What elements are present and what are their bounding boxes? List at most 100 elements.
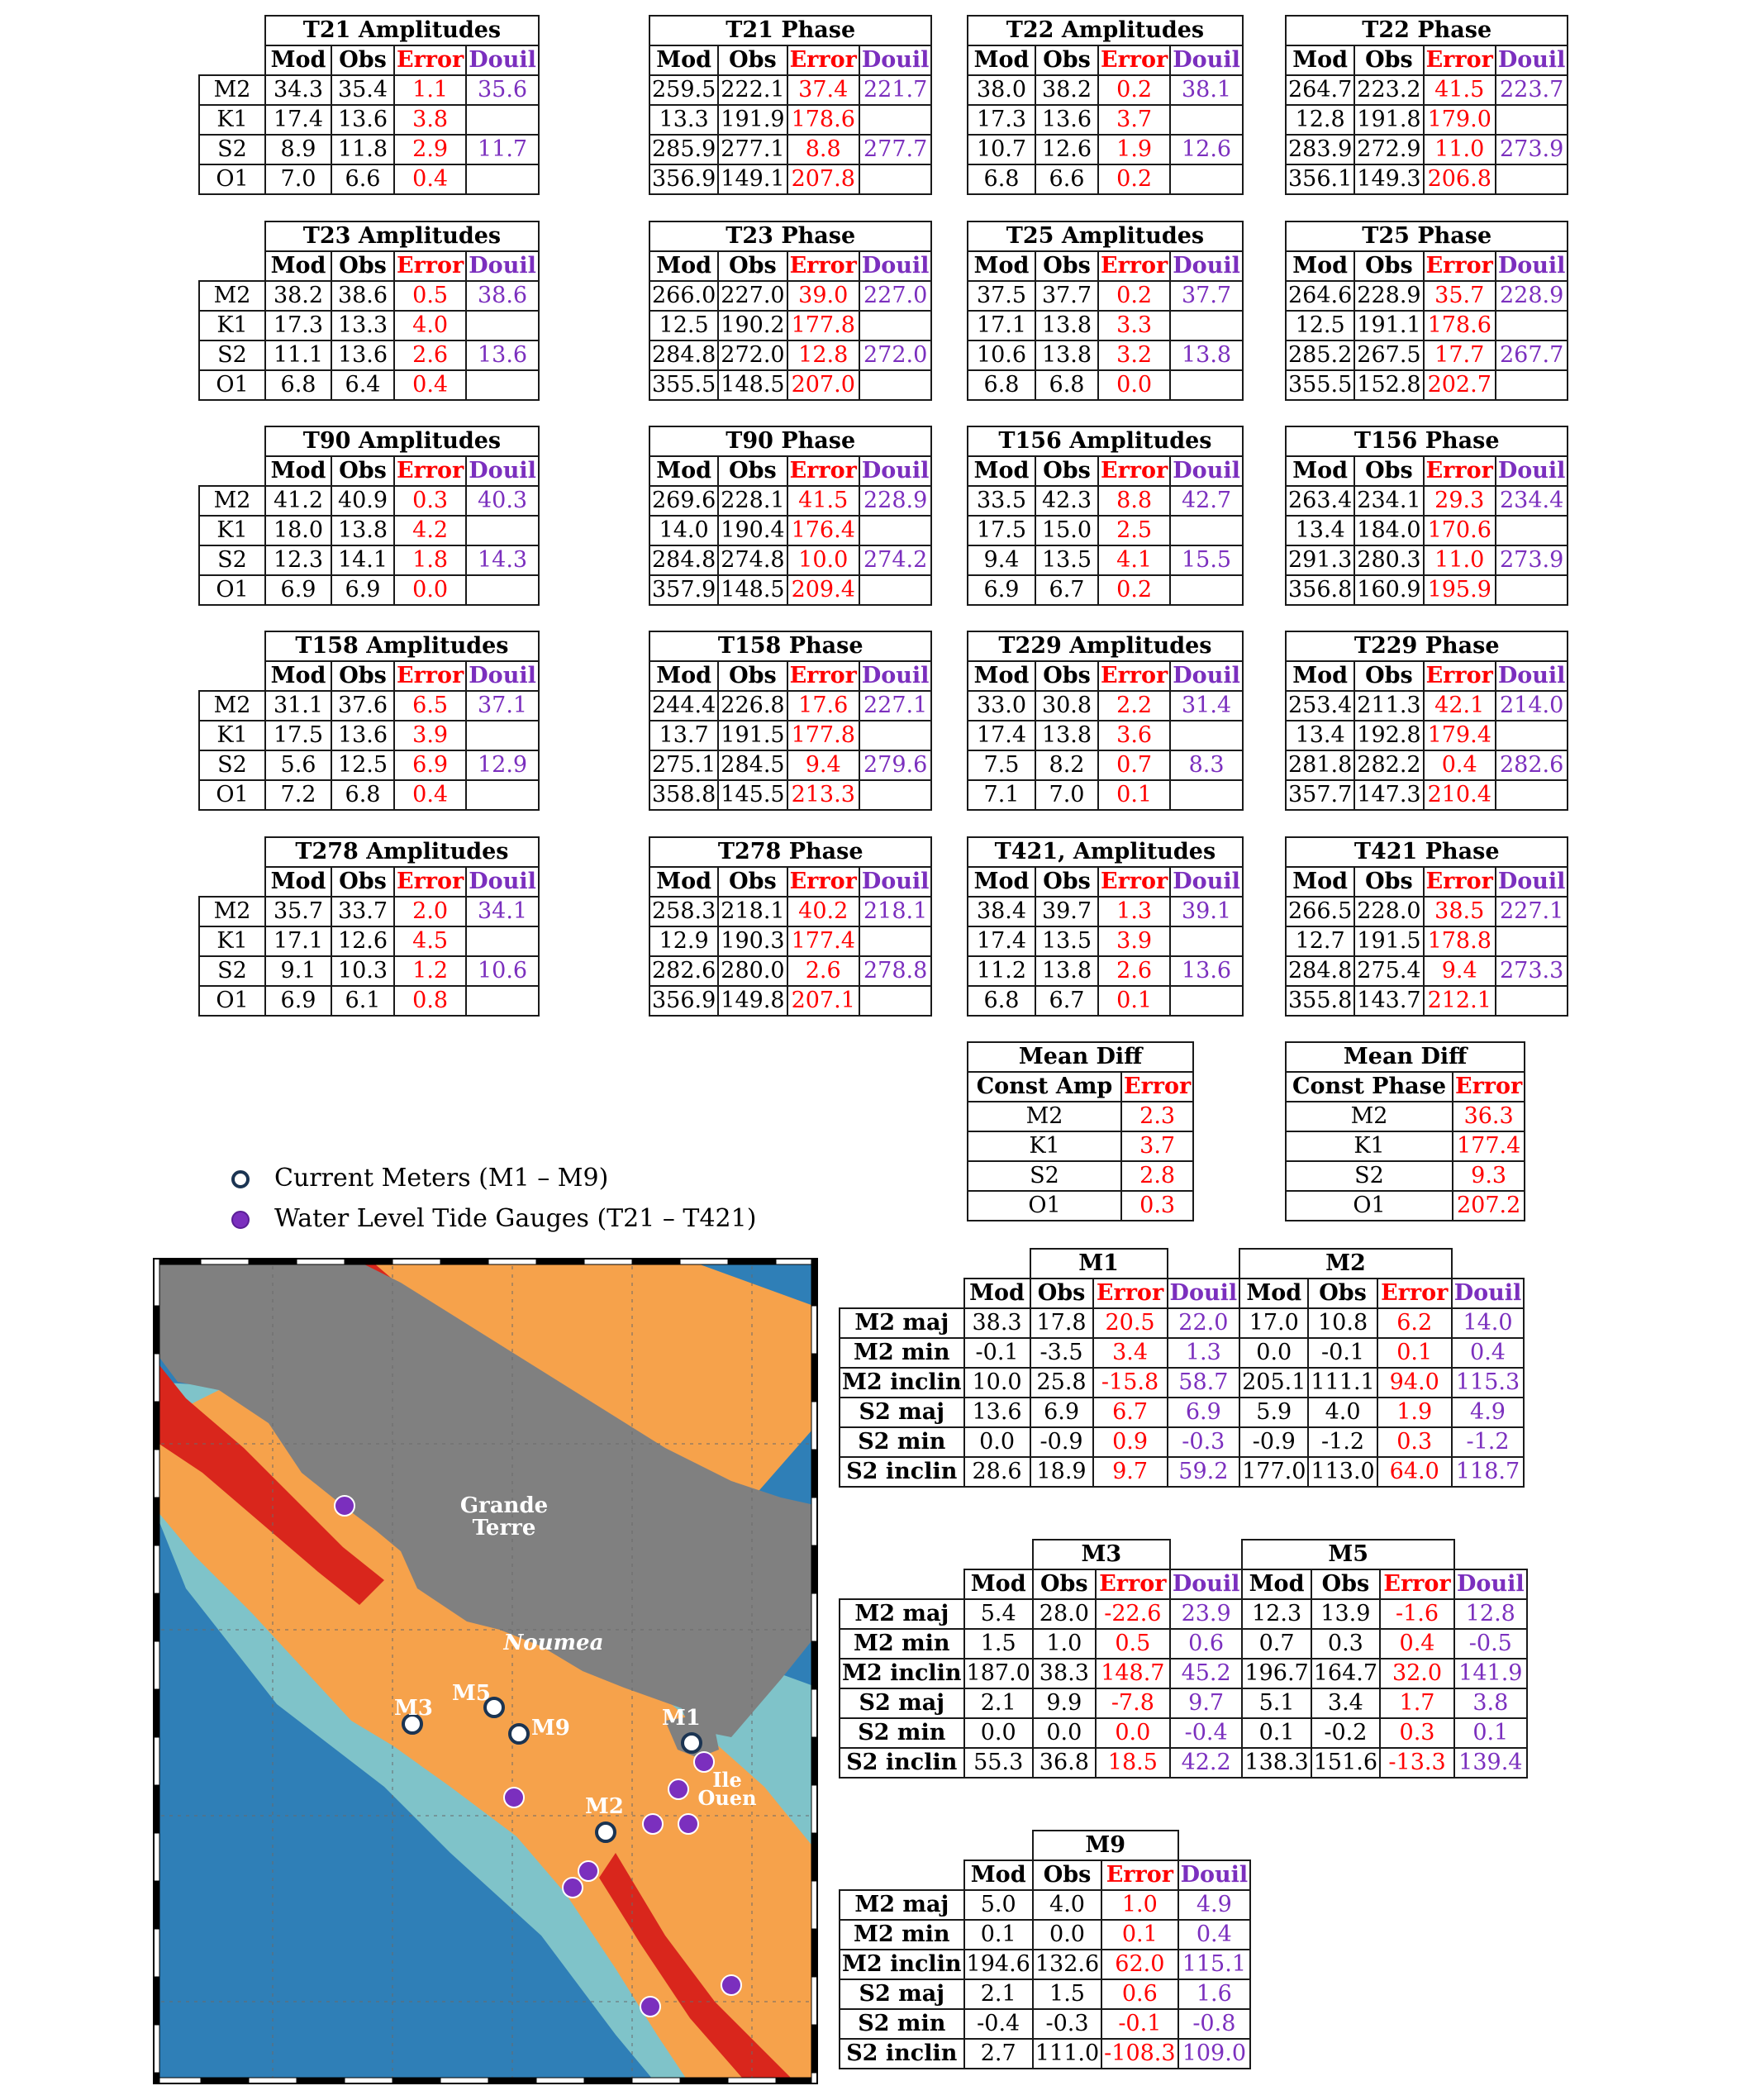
value-cell: 218.1 — [858, 896, 933, 927]
column-header-mod: Mod — [1284, 866, 1356, 898]
value-cell: 37.5 — [967, 280, 1036, 312]
value-cell: 0.8 — [392, 985, 468, 1017]
value-cell: 5.1 — [1241, 1688, 1312, 1719]
column-header-obs: Obs — [331, 455, 395, 487]
row-label: S2 inclin — [839, 2038, 965, 2069]
current-meter-table: M3 M5 Mod Obs Error Douil Mod Obs Error Douil M2 m… — [839, 1539, 1528, 1779]
value-cell — [1494, 104, 1569, 136]
value-cell: 0.4 — [392, 164, 468, 195]
row-label: K1 — [198, 720, 266, 751]
value-cell: 0.1 — [1097, 985, 1172, 1017]
value-cell: 0.4 — [392, 779, 468, 811]
table-row: 7.5 8.2 0.7 8.3 — [967, 750, 1244, 781]
tide-gauge-table: T156 Amplitudes Mod Obs Error Douil 33.5 42.3 8… — [967, 426, 1244, 606]
table-row: 283.9 272.9 11.0 273.9 — [1284, 134, 1569, 165]
table-title-row: T229 Phase — [1284, 631, 1569, 662]
value-cell: 177.8 — [786, 310, 860, 341]
table-row: K1 17.4 13.6 3.8 — [198, 104, 540, 136]
open-circle-icon — [231, 1170, 250, 1188]
value-cell: 259.5 — [648, 74, 720, 106]
value-cell: 6.1 — [331, 985, 395, 1017]
value-cell: 1.5 — [1031, 1979, 1103, 2010]
value-cell: 148.5 — [717, 574, 788, 606]
value-cell: 22.0 — [1166, 1307, 1241, 1339]
value-cell — [465, 164, 540, 195]
column-header-error: Error — [392, 250, 468, 282]
meter-marker-m9 — [508, 1723, 530, 1745]
gauge-marker — [668, 1779, 689, 1800]
table-title: T25 Phase — [1284, 221, 1569, 252]
value-cell: 12.5 — [648, 310, 720, 341]
table-row: M2 2.3 — [967, 1101, 1195, 1132]
value-cell: 1.3 — [1166, 1337, 1241, 1369]
table-title: T25 Amplitudes — [967, 221, 1244, 252]
value-cell: 17.5 — [967, 515, 1036, 546]
value-cell: 202.7 — [1422, 369, 1496, 401]
value-cell: 1.8 — [392, 545, 468, 576]
gauge-marker — [640, 1996, 661, 2017]
table-header-row: Mod Obs Error Douil — [199, 45, 540, 76]
value-cell: 179.0 — [1422, 104, 1496, 136]
column-header-obs: Obs — [1031, 1860, 1103, 1891]
meter-markers — [402, 1697, 702, 1843]
table-title-row: T25 Phase — [1284, 221, 1569, 252]
table-row: S2 maj 13.6 6.9 6.7 6.9 5.9 4.0 1.9 4.9 — [839, 1397, 1525, 1428]
table-row: S2 12.3 14.1 1.8 14.3 — [198, 545, 540, 576]
value-cell — [1169, 926, 1244, 957]
value-cell: 33.0 — [967, 690, 1036, 721]
meter-marker-m1 — [681, 1732, 702, 1754]
table-header-row: Mod Obs Error Douil — [840, 1860, 1252, 1891]
value-cell: 0.0 — [963, 1717, 1034, 1749]
value-cell: 35.4 — [331, 74, 395, 106]
column-header-obs: Obs — [717, 660, 788, 692]
value-cell: 37.1 — [465, 690, 540, 721]
table-row: K1 3.7 — [967, 1131, 1195, 1162]
column-header-obs: Obs — [1354, 250, 1425, 282]
value-cell: 228.9 — [1354, 280, 1425, 312]
table-title: T278 Amplitudes — [264, 836, 540, 868]
value-cell: 148.7 — [1094, 1658, 1171, 1689]
column-header-mod: Mod — [648, 45, 720, 76]
value-cell: -0.9 — [1029, 1426, 1094, 1458]
column-header-obs: Obs — [717, 45, 788, 76]
row-label: M2 — [1285, 1101, 1453, 1132]
value-cell: 118.7 — [1450, 1456, 1525, 1488]
table-title-row: T278 Phase — [648, 836, 933, 868]
tide-gauge-table: T421, Amplitudes Mod Obs Error Douil 38.4 39.7… — [967, 836, 1244, 1017]
value-cell: 6.9 — [264, 574, 332, 606]
column-header-douil: Douil — [1177, 1860, 1252, 1891]
column-header-douil: Douil — [1494, 45, 1569, 76]
tide-gauge-table: T22 Amplitudes Mod Obs Error Douil 38.0 38.2 0.… — [967, 15, 1244, 195]
value-cell: 221.7 — [858, 74, 933, 106]
table-title-row: T25 Amplitudes — [967, 221, 1244, 252]
column-header-error: Error — [1097, 866, 1172, 898]
value-cell — [1494, 164, 1569, 195]
value-cell: 12.8 — [1453, 1598, 1528, 1630]
value-cell: 6.9 — [1166, 1397, 1241, 1428]
table-row: 266.0 227.0 39.0 227.0 — [648, 280, 933, 312]
table-row: O1 6.9 6.9 0.0 — [198, 574, 540, 606]
meter-label-m1: M1 — [662, 1706, 701, 1731]
table-row: 281.8 282.2 0.4 282.6 — [1284, 750, 1569, 781]
value-cell: 2.1 — [963, 1979, 1034, 2010]
table-title-row: T22 Phase — [1284, 15, 1569, 46]
value-cell: 0.9 — [1092, 1426, 1168, 1458]
table-header-row: Mod Obs Error Douil — [199, 455, 540, 487]
column-header-douil: Douil — [465, 250, 540, 282]
value-cell: 37.4 — [786, 74, 860, 106]
value-cell: 13.5 — [1035, 545, 1099, 576]
table-title: T421 Phase — [1284, 836, 1569, 868]
value-cell: 7.5 — [967, 750, 1036, 781]
table-title-row: M1 M2 — [840, 1248, 1524, 1279]
column-header-obs: Obs — [717, 455, 788, 487]
column-header-obs: Obs — [1354, 45, 1425, 76]
value-cell — [465, 926, 540, 957]
value-cell: -15.8 — [1092, 1367, 1168, 1398]
value-cell: 3.7 — [1120, 1131, 1195, 1162]
value-cell: 6.9 — [264, 985, 332, 1017]
value-cell: 1.5 — [963, 1628, 1034, 1660]
tide-gauge-table: T158 Amplitudes Mod Obs Error Douil M2 31.1 37.… — [198, 631, 540, 811]
value-cell: 15.5 — [1169, 545, 1244, 576]
value-cell: 13.6 — [1169, 955, 1244, 987]
value-cell — [465, 310, 540, 341]
